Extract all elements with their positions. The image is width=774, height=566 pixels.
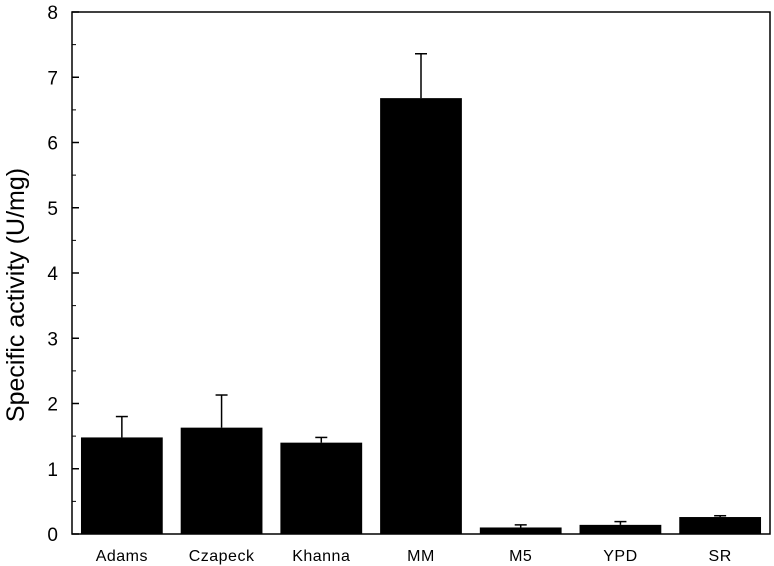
y-tick-label: 2 (47, 395, 58, 416)
y-tick-label: 1 (47, 460, 58, 481)
x-category-label: YPD (603, 548, 637, 565)
bar (80, 437, 163, 534)
y-axis: 0 1 2 3 4 5 6 7 8 (47, 3, 79, 546)
x-category-label: Czapeck (189, 548, 255, 565)
x-category-label: MM (407, 548, 435, 565)
y-axis-title: Specific activity (U/mg) (2, 168, 30, 422)
y-tick-label: 6 (47, 134, 58, 155)
y-tick-label: 4 (47, 264, 58, 285)
x-category-label: Adams (96, 548, 148, 565)
y-tick-label: 8 (47, 3, 58, 24)
bar (380, 98, 462, 534)
bar (479, 527, 562, 534)
x-category-label: SR (709, 548, 732, 565)
error-bars (115, 53, 727, 528)
y-tick-label: 0 (47, 525, 58, 546)
y-tick-label: 7 (47, 68, 58, 89)
x-axis: Adams Czapeck Khanna MM M5 YPD SR (96, 548, 732, 565)
bar (180, 427, 263, 534)
y-tick-label: 3 (47, 329, 58, 350)
bar (679, 517, 762, 534)
x-category-label: M5 (509, 548, 532, 565)
x-category-label: Khanna (292, 548, 350, 565)
y-tick-label: 5 (47, 199, 58, 220)
bar (579, 524, 662, 534)
bar (280, 442, 363, 534)
bars (80, 98, 762, 534)
